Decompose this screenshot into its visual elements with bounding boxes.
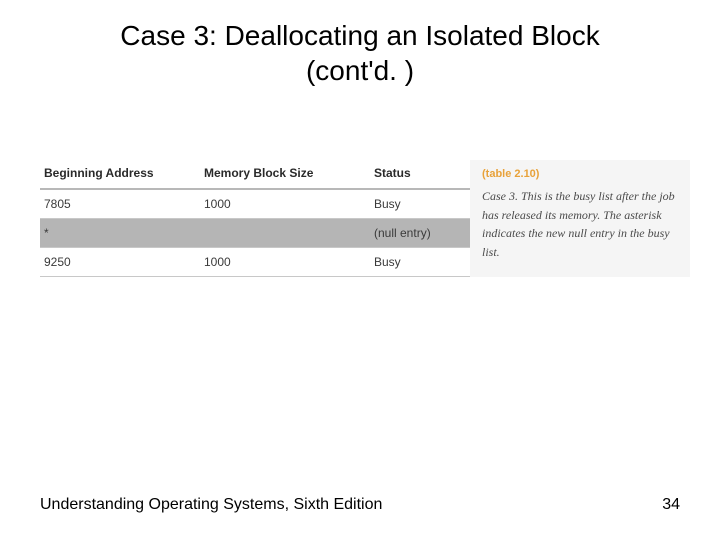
- cell-size: 1000: [200, 189, 370, 219]
- table-row: 9250 1000 Busy: [40, 248, 470, 277]
- table-caption: (table 2.10) Case 3. This is the busy li…: [470, 160, 690, 277]
- cell-status: Busy: [370, 248, 470, 277]
- cell-status: Busy: [370, 189, 470, 219]
- table-row: 7805 1000 Busy: [40, 189, 470, 219]
- title-line-1: Case 3: Deallocating an Isolated Block: [120, 20, 599, 51]
- busy-list-table: Beginning Address Memory Block Size Stat…: [40, 160, 470, 277]
- cell-address: 9250: [40, 248, 200, 277]
- cell-status: (null entry): [370, 219, 470, 248]
- col-header-size: Memory Block Size: [200, 160, 370, 189]
- page-number: 34: [662, 496, 680, 514]
- title-line-2: (cont'd. ): [306, 55, 414, 86]
- table-header-row: Beginning Address Memory Block Size Stat…: [40, 160, 470, 189]
- caption-text: Case 3. This is the busy list after the …: [482, 189, 675, 259]
- cell-address: *: [40, 219, 200, 248]
- table-row: * (null entry): [40, 219, 470, 248]
- slide-title: Case 3: Deallocating an Isolated Block (…: [0, 0, 720, 88]
- col-header-address: Beginning Address: [40, 160, 200, 189]
- cell-size: 1000: [200, 248, 370, 277]
- table-region: Beginning Address Memory Block Size Stat…: [40, 160, 690, 277]
- col-header-status: Status: [370, 160, 470, 189]
- cell-address: 7805: [40, 189, 200, 219]
- cell-size: [200, 219, 370, 248]
- caption-label: (table 2.10): [482, 166, 680, 183]
- slide-footer: Understanding Operating Systems, Sixth E…: [40, 496, 680, 514]
- book-title: Understanding Operating Systems, Sixth E…: [40, 496, 382, 514]
